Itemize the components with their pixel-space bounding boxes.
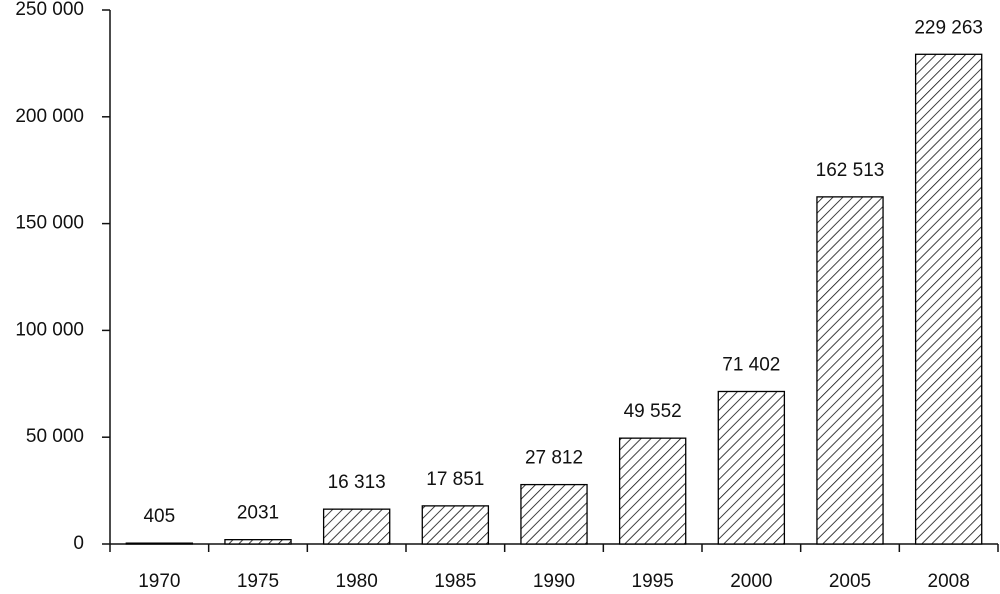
x-tick-label: 1970 <box>138 571 180 592</box>
value-label: 71 402 <box>722 355 780 376</box>
bar <box>520 483 588 545</box>
value-label: 17 851 <box>426 469 484 490</box>
bar <box>914 53 983 545</box>
y-tick-label: 50 000 <box>26 426 84 447</box>
bar <box>717 390 786 545</box>
x-tick-label: 2000 <box>730 571 772 592</box>
value-label: 2031 <box>237 503 279 524</box>
x-tick-label: 2008 <box>928 571 970 592</box>
y-tick-label: 200 000 <box>15 106 84 127</box>
value-label: 49 552 <box>624 401 682 422</box>
y-tick-label: 100 000 <box>15 319 84 340</box>
value-label: 16 313 <box>328 472 386 493</box>
bar <box>125 542 194 545</box>
bar <box>322 508 391 545</box>
x-tick-label: 2005 <box>829 571 871 592</box>
bar <box>224 539 292 545</box>
y-tick-label: 0 <box>73 533 84 554</box>
y-tick-label: 150 000 <box>15 213 84 234</box>
x-tick-label: 1995 <box>632 571 674 592</box>
value-label: 27 812 <box>525 448 583 469</box>
value-label: 162 513 <box>816 160 885 181</box>
bar <box>421 505 490 545</box>
value-label: 229 263 <box>914 17 983 38</box>
bar <box>816 196 884 545</box>
x-tick-label: 1990 <box>533 571 575 592</box>
value-label: 405 <box>143 506 175 527</box>
y-tick-label: 250 000 <box>15 0 84 20</box>
x-tick-label: 1975 <box>237 571 279 592</box>
x-tick-label: 1980 <box>336 571 378 592</box>
x-tick-label: 1985 <box>434 571 476 592</box>
bar <box>618 437 687 545</box>
